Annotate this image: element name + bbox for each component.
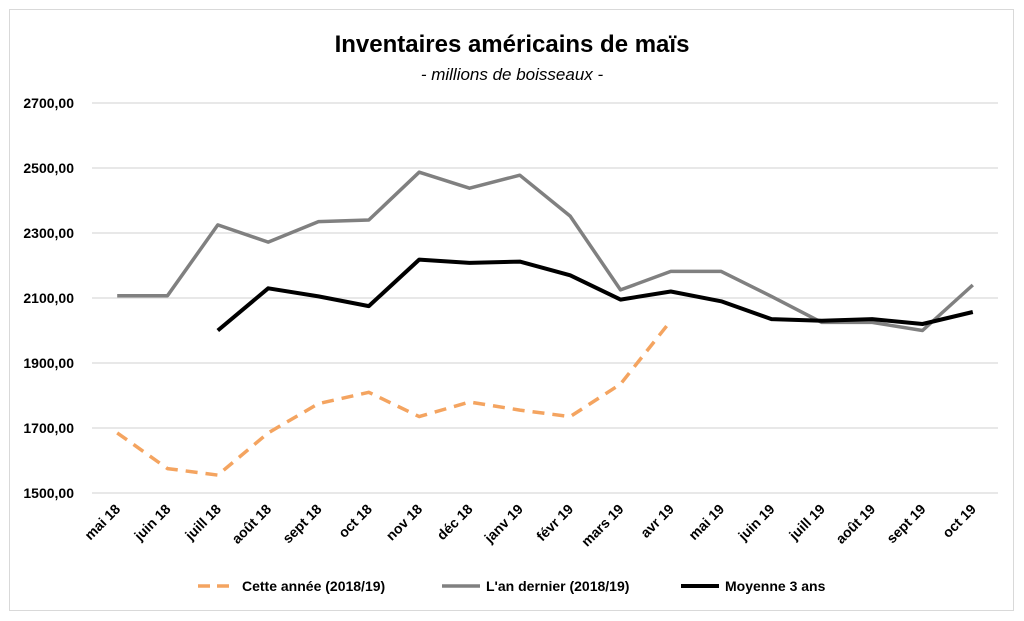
y-tick-label: 1900,00 <box>23 355 74 371</box>
y-tick-label: 2300,00 <box>23 225 74 241</box>
x-tick-label: oct 18 <box>335 501 375 541</box>
x-tick-label: juill 19 <box>785 501 828 544</box>
x-tick-label: juin 19 <box>734 501 778 545</box>
x-tick-label: juill 18 <box>181 501 224 544</box>
x-axis-ticks: mai 18 juin 18 juill 18 août 18 sept 18 oct 1… <box>81 501 979 550</box>
y-tick-label: 1700,00 <box>23 420 74 436</box>
y-tick-label: 2700,00 <box>23 95 74 111</box>
chart-frame <box>9 9 1014 611</box>
x-tick-label: sept 18 <box>279 501 325 547</box>
x-tick-label: août 18 <box>228 501 274 547</box>
legend: Cette année (2018/19) L'an dernier (2018/… <box>198 578 826 594</box>
chart-subtitle: - millions de boisseaux - <box>421 65 604 84</box>
x-tick-label: avr 19 <box>637 501 677 541</box>
x-tick-label: sept 19 <box>883 501 929 547</box>
gridlines <box>92 102 998 494</box>
chart-title: Inventaires américains de maïs <box>335 31 690 58</box>
series-line-0 <box>116 319 673 477</box>
x-tick-label: févr 19 <box>533 501 576 544</box>
y-tick-label: 2500,00 <box>23 160 74 176</box>
x-tick-label: nov 18 <box>383 501 426 544</box>
x-tick-label: juin 18 <box>130 501 174 545</box>
legend-label: Cette année (2018/19) <box>242 578 385 594</box>
x-tick-label: mai 18 <box>81 501 123 543</box>
x-tick-label: août 19 <box>832 501 878 547</box>
x-tick-label: oct 19 <box>939 501 979 541</box>
series-line-2 <box>216 257 974 333</box>
x-tick-label: déc 18 <box>433 501 475 543</box>
x-tick-label: janv 19 <box>480 501 526 547</box>
x-tick-label: mai 19 <box>685 501 727 543</box>
legend-label: L'an dernier (2018/19) <box>486 578 629 594</box>
series-lines <box>116 170 974 477</box>
y-tick-label: 2100,00 <box>23 290 74 306</box>
y-axis-ticks: 1500,00 1700,00 1900,00 2100,00 2300,00 2500,… <box>23 95 74 501</box>
y-tick-label: 1500,00 <box>23 485 74 501</box>
x-tick-label: mars 19 <box>578 501 627 550</box>
legend-label: Moyenne 3 ans <box>725 578 826 594</box>
